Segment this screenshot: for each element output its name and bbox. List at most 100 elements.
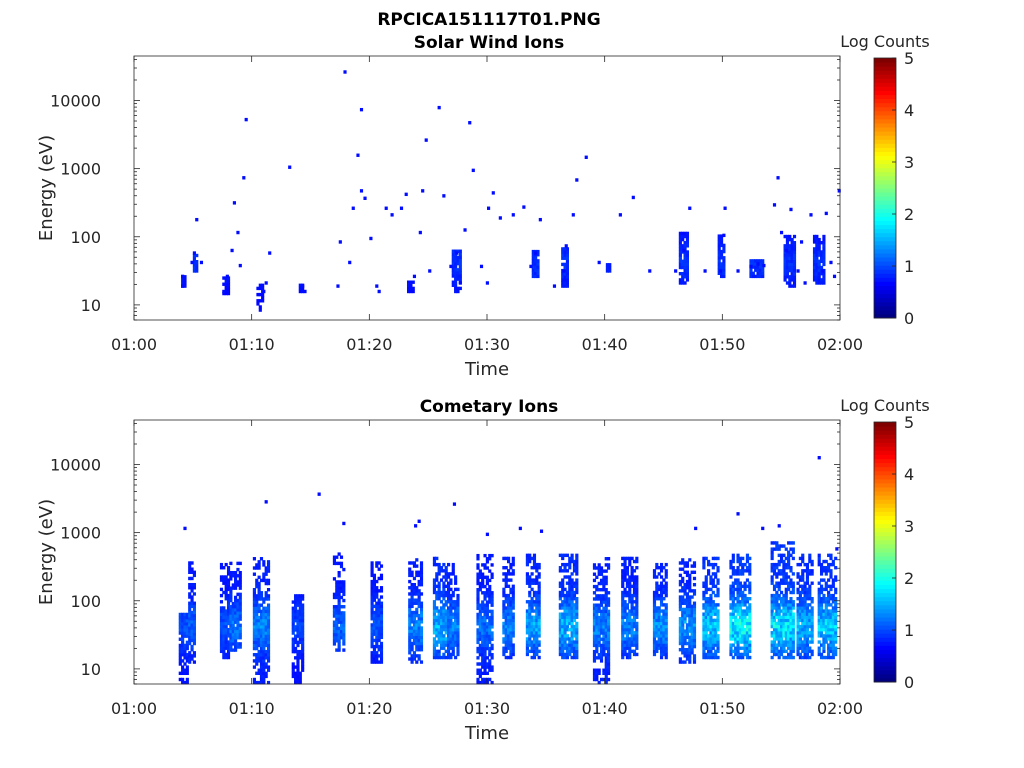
data-cell [775, 609, 779, 613]
data-cell [597, 671, 601, 676]
data-cell [370, 595, 374, 599]
data-cell [630, 621, 634, 626]
data-cell [678, 247, 682, 251]
data-cell [264, 649, 268, 654]
data-cell [224, 640, 228, 644]
data-cell [815, 265, 819, 270]
data-cell [734, 646, 738, 650]
data-cell [738, 562, 742, 567]
data-cell [266, 634, 271, 638]
data-cell [597, 588, 601, 592]
data-cell [478, 609, 482, 614]
data-cell [834, 575, 838, 579]
data-cell [782, 581, 786, 585]
data-cell [803, 590, 807, 595]
data-cell [803, 637, 807, 641]
data-cell [417, 595, 421, 599]
data-cell [504, 618, 508, 623]
data-point [359, 107, 364, 112]
data-cell [729, 618, 733, 623]
data-cell [563, 281, 567, 285]
data-cell [597, 563, 601, 567]
data-cell [185, 677, 189, 682]
data-cell [532, 618, 537, 623]
data-point [723, 206, 727, 210]
data-cell [419, 629, 424, 633]
data-cell [789, 655, 793, 660]
data-cell [817, 600, 821, 604]
data-point [736, 512, 740, 516]
data-cell [236, 611, 240, 615]
data-cell [731, 581, 735, 585]
data-cell [801, 649, 805, 654]
data-cell [337, 605, 341, 609]
data-cell [623, 609, 627, 613]
data-cell [525, 612, 529, 616]
data-cell [412, 641, 417, 646]
data-cell [458, 274, 462, 278]
data-cell [439, 578, 444, 582]
data-cell [485, 609, 489, 614]
data-cell [779, 597, 784, 601]
data-cell [183, 646, 187, 651]
data-cell [449, 603, 453, 607]
data-cell [563, 603, 567, 607]
data-cell [685, 265, 690, 270]
data-cell [488, 637, 492, 641]
data-cell [831, 618, 835, 623]
data-cell [509, 655, 513, 660]
data-cell [266, 612, 271, 617]
data-cell [219, 627, 224, 632]
data-cell [458, 265, 462, 269]
data-column [592, 557, 611, 685]
data-cell [257, 659, 261, 663]
data-point [538, 217, 542, 222]
data-cell [592, 653, 597, 657]
data-cell [736, 581, 740, 585]
data-cell [628, 655, 632, 660]
data-cell [335, 648, 339, 652]
data-cell [528, 624, 532, 629]
data-cell [770, 597, 774, 601]
data-cell [488, 615, 492, 620]
data-cell [681, 648, 685, 652]
data-cell [783, 259, 787, 264]
data-cell [798, 646, 802, 650]
data-cell [377, 654, 381, 658]
data-cell [729, 621, 733, 626]
data-cell [702, 631, 706, 635]
data-cell [258, 286, 262, 291]
colorbar-tick-label: 3 [904, 517, 914, 536]
data-cell [439, 634, 444, 638]
data-cell [779, 649, 784, 654]
data-cell [761, 271, 765, 275]
data-cell [229, 574, 233, 578]
data-cell [219, 615, 224, 619]
data-cell [790, 250, 794, 254]
data-cell [824, 581, 828, 585]
data-cell [796, 652, 800, 657]
data-cell [458, 261, 462, 266]
data-cell [664, 631, 668, 635]
data-cell [704, 606, 708, 610]
data-cell [831, 640, 835, 644]
data-cell [678, 604, 682, 609]
data-cell [704, 652, 708, 657]
colorbar-segment [874, 114, 896, 120]
data-cell [561, 578, 565, 582]
data-cell [791, 590, 795, 595]
data-cell [789, 581, 793, 585]
data-cell [772, 615, 777, 619]
data-cell [607, 625, 611, 629]
data-cell [792, 281, 797, 285]
data-cell [408, 648, 412, 652]
data-cell [707, 609, 711, 613]
data-cell [572, 569, 577, 573]
data-cell [692, 623, 697, 627]
data-cell [628, 590, 632, 595]
data-cell [803, 649, 807, 654]
data-cell [790, 275, 794, 279]
data-cell [535, 562, 539, 567]
data-cell [190, 613, 194, 618]
data-cell [377, 660, 381, 664]
